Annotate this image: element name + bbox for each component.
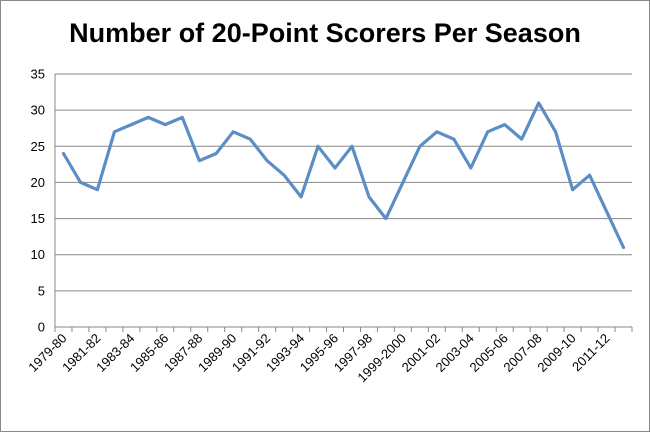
x-tick-labels: 1979-801981-821983-841985-861987-881989-… xyxy=(25,331,612,386)
axes xyxy=(54,74,633,332)
y-tick-label: 25 xyxy=(31,139,45,154)
y-tick-label: 5 xyxy=(38,283,45,298)
y-tick-labels: 0 5 10 15 20 25 30 35 xyxy=(31,67,45,335)
x-tick-label: 2009-10 xyxy=(534,331,578,375)
y-tick-label: 10 xyxy=(31,247,45,262)
y-tick-label: 20 xyxy=(31,175,45,190)
gridlines xyxy=(55,73,632,292)
y-tick-label: 0 xyxy=(38,320,45,335)
x-tick-label: 2011-12 xyxy=(569,331,613,375)
chart-title: Number of 20-Point Scorers Per Season xyxy=(69,18,581,48)
y-tick-label: 35 xyxy=(31,67,45,82)
y-tick-label: 30 xyxy=(31,103,45,118)
series-line-0 xyxy=(61,101,626,250)
series-layer xyxy=(61,101,626,250)
y-tick-label: 15 xyxy=(31,211,45,226)
